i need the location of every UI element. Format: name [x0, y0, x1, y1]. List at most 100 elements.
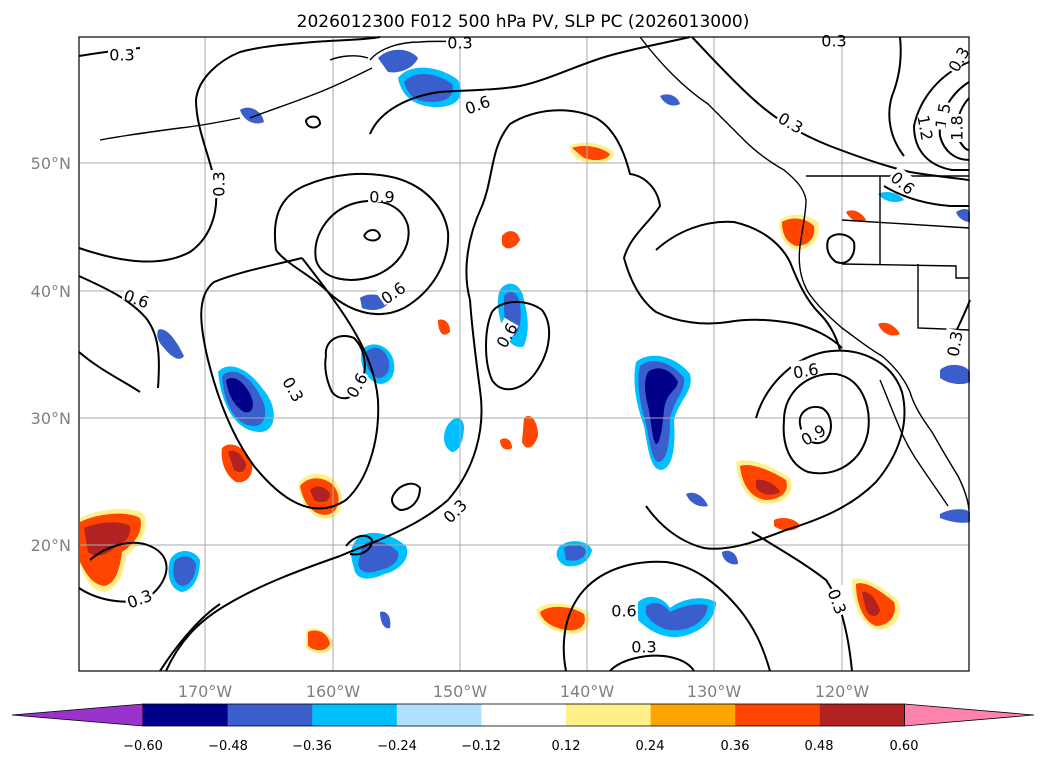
- contour-line: [938, 81, 970, 161]
- contour-line: [782, 372, 870, 475]
- colorbar-extend-low: [11, 703, 144, 727]
- colorbar-tick-label: 0.36: [721, 739, 750, 754]
- pv-blob: [308, 630, 330, 651]
- contour-line: [645, 349, 906, 550]
- pv-blob: [522, 416, 538, 448]
- colorbar-segments: [11, 703, 1035, 727]
- pv-blob: [564, 544, 586, 561]
- colorbar-segment: [312, 704, 398, 726]
- contour-label: 1.2: [913, 114, 936, 142]
- lon-label: 150°W: [433, 682, 488, 701]
- colorbar-segment: [481, 704, 567, 726]
- pv-blob: [84, 522, 131, 556]
- contour-line: [888, 36, 905, 157]
- pv-negative-areas: [157, 49, 970, 638]
- contour-label-bg: [121, 283, 154, 309]
- colorbar-segment: [650, 704, 736, 726]
- coastlines: [99, 36, 970, 511]
- figure-title: 2026012300 F012 500 hPa PV, SLP PC (2026…: [297, 12, 750, 32]
- colorbar-frame: [142, 703, 905, 727]
- colorbar: −0.60 −0.48 −0.36 −0.24 −0.12 0.12 0.24 …: [11, 703, 1035, 754]
- lat-label: 20°N: [31, 536, 71, 555]
- bc-coast: [639, 36, 807, 201]
- colorbar-tick-label: −0.24: [377, 739, 417, 754]
- contour-line: [273, 172, 450, 316]
- pv-blob: [660, 94, 680, 106]
- contour-label-bg: [460, 89, 493, 115]
- pv-blob: [572, 146, 610, 161]
- pv-blob: [956, 209, 970, 222]
- pv-blob: [940, 364, 970, 385]
- pv-blob: [310, 486, 330, 502]
- pv-blob: [228, 450, 246, 472]
- pv-blob: [862, 591, 880, 616]
- contour-line: [465, 109, 843, 349]
- contour-label: 0.3: [210, 171, 229, 196]
- pv-blob: [540, 606, 585, 631]
- colorbar-tick-label: 0.12: [552, 739, 581, 754]
- colorbar-tick-label: 0.48: [805, 739, 834, 754]
- contour-label-bg: [941, 328, 963, 359]
- contour-label-bg: [795, 418, 829, 447]
- pv-blob: [173, 556, 196, 586]
- contour-line: [363, 229, 382, 242]
- contour-label: 0.9: [369, 188, 394, 207]
- map-panel: 0.30.30.30.60.30.30.90.60.60.60.30.60.30…: [78, 30, 974, 672]
- latitude-labels: 50°N 40°N 30°N 20°N: [31, 154, 71, 555]
- contour-label-bg: [375, 276, 408, 306]
- contour-line: [345, 534, 374, 556]
- lon-label: 120°W: [815, 682, 870, 701]
- contour-label: 0.3: [821, 32, 846, 51]
- lon-label: 160°W: [306, 682, 361, 701]
- map-frame: [78, 36, 970, 672]
- contour-line: [883, 185, 969, 207]
- contour-line: [305, 115, 322, 129]
- pv-blob: [502, 231, 520, 249]
- us-west-coast: [798, 199, 970, 511]
- contour-line: [314, 200, 410, 281]
- pv-blob: [226, 377, 253, 413]
- pv-blob: [645, 368, 678, 444]
- contour-label-bg: [946, 114, 962, 142]
- alaska-coast: [99, 36, 471, 141]
- colorbar-segment: [396, 704, 482, 726]
- colorbar-tick-label: −0.12: [461, 739, 501, 754]
- colorbar-tick-label: −0.60: [123, 739, 163, 754]
- state-border: [841, 176, 970, 331]
- contour-line: [200, 257, 380, 510]
- contour-line: [691, 36, 970, 181]
- colorbar-tick-label: −0.48: [208, 739, 248, 754]
- contour-label-bg: [630, 636, 658, 652]
- contour-label: 0.3: [943, 330, 966, 358]
- baja-coast: [879, 379, 949, 507]
- pv-blob: [157, 329, 184, 359]
- contour-line: [485, 301, 551, 391]
- contour-line: [562, 560, 771, 672]
- pv-blob: [782, 218, 815, 246]
- pv-blob: [686, 492, 708, 507]
- lat-label: 40°N: [31, 282, 71, 301]
- lon-label: 170°W: [178, 682, 233, 701]
- contour-label: 0.3: [109, 46, 134, 65]
- colorbar-extend-high: [904, 703, 1035, 727]
- pv-blob: [240, 107, 264, 124]
- colorbar-segment: [819, 704, 905, 726]
- pv-blob: [380, 611, 391, 629]
- contour-label-bg: [368, 186, 396, 202]
- contour-label-bg: [446, 32, 474, 48]
- contour-label-bg: [820, 30, 848, 46]
- contour-line: [655, 220, 841, 351]
- lat-label: 30°N: [31, 409, 71, 428]
- contour-label-bg: [775, 106, 809, 135]
- contour-label-bg: [437, 493, 469, 525]
- contour-line: [165, 299, 483, 672]
- pv-blob: [878, 192, 904, 202]
- contour-label: 0.6: [792, 359, 820, 382]
- contour-label-bg: [942, 41, 971, 75]
- pv-blob: [646, 603, 708, 631]
- pv-blob: [404, 73, 453, 102]
- pv-positive-areas: [80, 142, 900, 654]
- colorbar-segment: [143, 704, 229, 726]
- contour-line: [609, 654, 695, 672]
- colorbar-segment: [735, 704, 821, 726]
